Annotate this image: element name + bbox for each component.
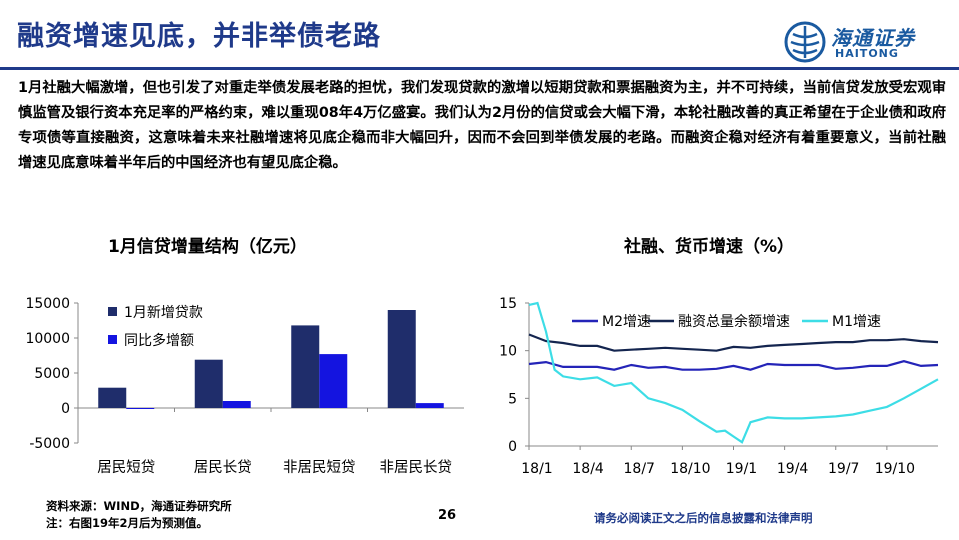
footer-notes: 资料来源：WIND，海通证券研究所 注：右图19年2月后为预测值。 bbox=[46, 498, 232, 532]
page-number: 26 bbox=[438, 508, 457, 523]
bar-chart-title: 1月信贷增量结构（亿元） bbox=[108, 237, 307, 257]
line-series-social-financing bbox=[528, 333, 939, 352]
logo-emblem-icon bbox=[784, 21, 826, 63]
bar-yoy-increase bbox=[222, 401, 251, 408]
logo-chinese-text: 海通证券 bbox=[831, 26, 915, 50]
bar-legend-label: 同比多增额 bbox=[124, 332, 194, 349]
line-y-tick-label: 10 bbox=[499, 344, 517, 360]
line-series-m1 bbox=[528, 301, 939, 444]
company-logo: 海通证券 HAITONG bbox=[783, 20, 943, 64]
header-divider bbox=[0, 67, 959, 70]
bar-category-label: 居民长贷 bbox=[194, 459, 252, 476]
line-y-tick-label: 5 bbox=[508, 391, 517, 407]
bar-legend-swatch bbox=[108, 335, 117, 344]
bar-new-loans bbox=[98, 387, 127, 408]
bar-new-loans bbox=[291, 325, 320, 408]
line-chart-title: 社融、货币增速（%） bbox=[624, 237, 795, 257]
bar-category-label: 非居民长贷 bbox=[380, 459, 453, 476]
line-legend-label: 融资总量余额增速 bbox=[678, 313, 790, 330]
line-legend-label: M1增速 bbox=[832, 314, 881, 330]
line-x-tick-label: 19/4 bbox=[777, 461, 809, 477]
line-x-tick-label: 18/10 bbox=[670, 461, 710, 477]
bar-category-label: 非居民短贷 bbox=[283, 459, 356, 476]
line-series-m2 bbox=[528, 360, 939, 371]
disclaimer: 请务必阅读正文之后的信息披露和法律声明 bbox=[594, 511, 813, 525]
bar-y-tick-label: 5000 bbox=[34, 366, 70, 382]
line-x-tick-label: 19/1 bbox=[726, 461, 757, 477]
bar-y-tick-label: 10000 bbox=[25, 331, 70, 347]
line-x-tick-label: 18/7 bbox=[624, 461, 655, 477]
bar-legend-swatch bbox=[108, 307, 117, 316]
bar-y-tick-label: -5000 bbox=[29, 436, 70, 452]
note-line: 注：右图19年2月后为预测值。 bbox=[46, 516, 209, 530]
bar-y-tick-label: 15000 bbox=[25, 296, 70, 312]
line-y-tick-label: 0 bbox=[508, 439, 517, 455]
logo-english-text: HAITONG bbox=[835, 47, 899, 60]
source-line: 资料来源：WIND，海通证券研究所 bbox=[46, 499, 232, 513]
bar-yoy-increase bbox=[415, 403, 444, 408]
line-x-tick-label: 19/10 bbox=[875, 461, 915, 477]
line-legend-label: M2增速 bbox=[602, 314, 651, 330]
bar-legend-label: 1月新增贷款 bbox=[124, 305, 203, 321]
body-paragraph: 1月社融大幅激增，但也引发了对重走举债发展老路的担忧，我们发现贷款的激增以短期贷… bbox=[18, 80, 946, 171]
page-title: 融资增速见底，并非举债老路 bbox=[17, 21, 381, 52]
bar-yoy-increase bbox=[319, 354, 348, 408]
bar-yoy-increase bbox=[126, 408, 155, 409]
bar-new-loans bbox=[194, 359, 223, 408]
line-x-tick-label: 18/4 bbox=[572, 461, 604, 477]
bar-new-loans bbox=[387, 310, 416, 408]
line-x-tick-label: 19/7 bbox=[828, 461, 859, 477]
line-x-tick-label: 18/1 bbox=[521, 461, 552, 477]
line-y-tick-label: 15 bbox=[499, 296, 517, 312]
bar-category-label: 居民短贷 bbox=[97, 459, 155, 476]
bar-y-tick-label: 0 bbox=[61, 401, 70, 417]
